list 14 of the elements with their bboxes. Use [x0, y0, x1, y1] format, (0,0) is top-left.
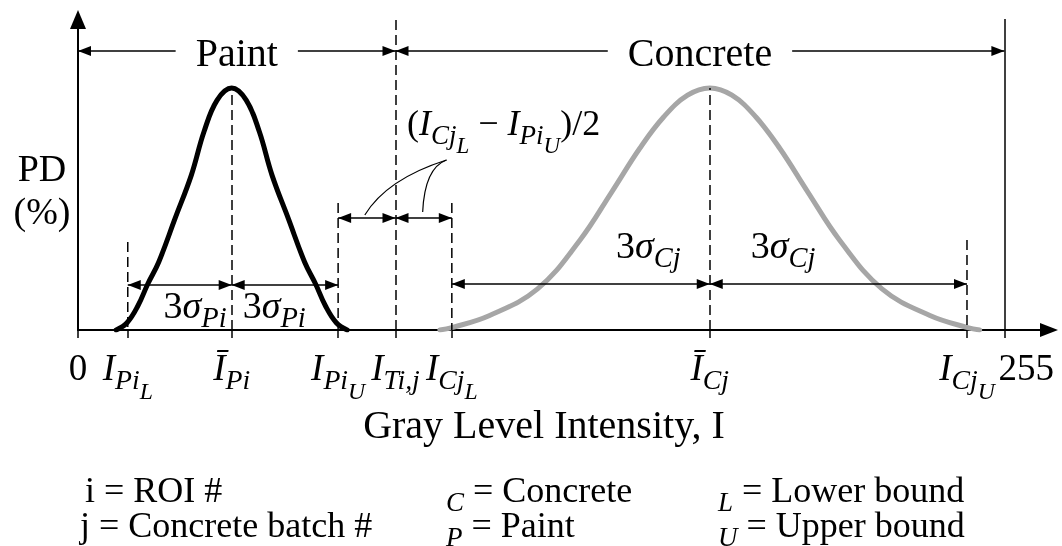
- x-tick-label: 255: [998, 347, 1054, 388]
- text: Paint: [195, 30, 278, 75]
- annotation: 3σ$_{Cj}$: [616, 224, 681, 274]
- x-tick-label: Ī$_{Pi}$: [212, 347, 251, 395]
- text: Concrete: [627, 30, 773, 75]
- x-tick-label: 0: [68, 347, 88, 388]
- x-tick-label: Ī$_{Cj}$: [689, 347, 730, 395]
- annotation: 3σ$_{Cj}$: [750, 224, 816, 274]
- y-axis-title: PD (%): [13, 147, 71, 233]
- x-tick-label: I$_{Ti,j}$: [370, 347, 421, 395]
- annotation: 3σ$_{Pi}$: [163, 284, 227, 334]
- annotation: 3σ$_{Pi}$: [242, 284, 306, 334]
- x-axis-title: Gray Level Intensity, I: [363, 401, 725, 447]
- text: (I$_{Cj}$$_{L}$ − I$_{Pi}$$_{U}$)/2: [406, 103, 601, 158]
